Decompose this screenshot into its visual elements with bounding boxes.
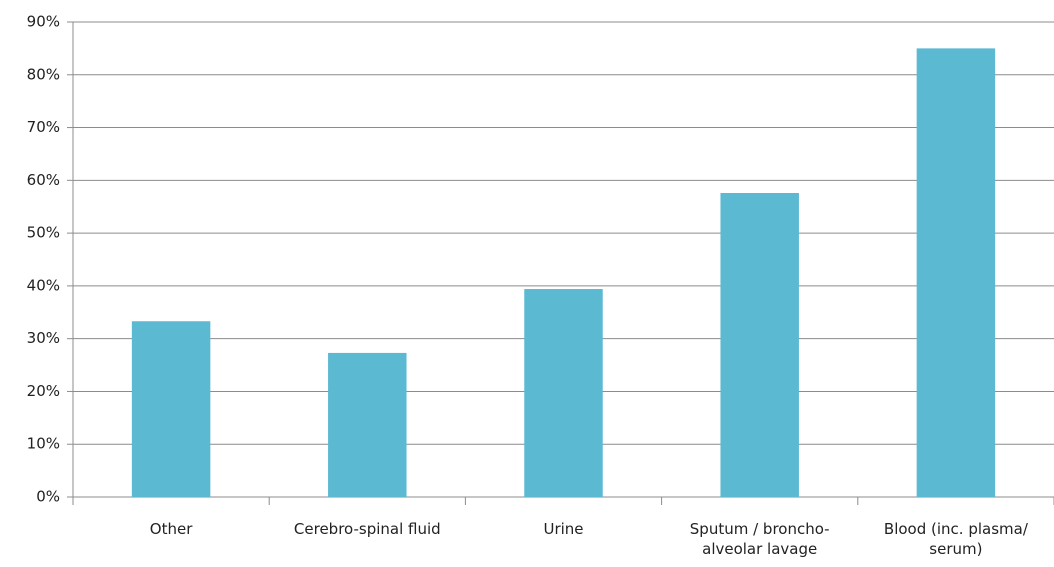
y-tick-label: 10% [27,435,60,453]
x-tick-label: Blood (inc. plasma/ serum) [883,520,1028,558]
x-tick-label: Cerebro-spinal fluid [293,520,441,538]
y-tick-label: 60% [27,171,60,189]
x-tick-label: Sputum / broncho-alveolar lavage [689,520,830,558]
y-tick-label: 40% [27,276,60,294]
y-tick-label: 0% [36,488,60,506]
bar [328,352,407,497]
y-tick-label: 50% [27,224,60,242]
bar [524,289,603,497]
y-tick-label: 30% [27,329,60,347]
x-tick-label: Other [149,520,193,538]
x-tick-label: Urine [543,520,584,538]
bar [916,48,996,498]
y-tick-label: 80% [27,65,60,83]
y-tick-label: 90% [27,13,60,31]
y-tick-label: 20% [27,382,60,400]
y-tick-label: 70% [27,118,60,136]
bar [131,321,211,497]
bar [720,193,799,497]
